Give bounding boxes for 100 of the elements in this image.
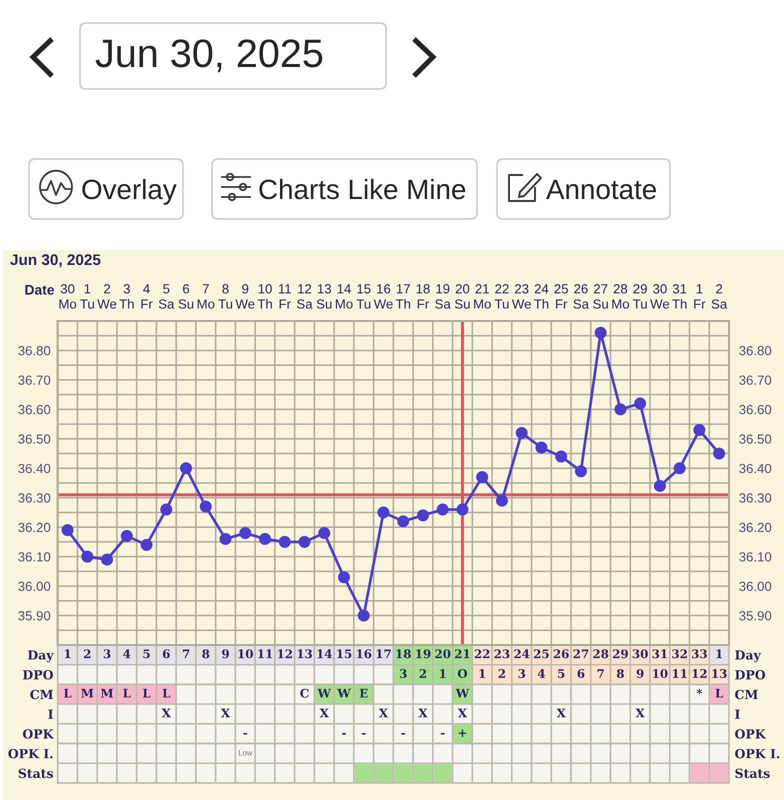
text: -: [243, 733, 248, 735]
text: 10: [653, 669, 668, 678]
x-tick-label: 19 Sa: [435, 284, 451, 309]
point: [516, 426, 528, 439]
x-tick-label: 12 Sa: [297, 284, 313, 309]
x-tick-label: 10 Th: [258, 284, 272, 309]
point: [574, 465, 587, 478]
text: 29: [612, 649, 628, 658]
text: 9: [222, 649, 229, 658]
text: Jun 30, 2025: [96, 39, 322, 72]
text: 11: [672, 669, 687, 678]
point: [180, 462, 192, 474]
text: 4: [538, 669, 546, 678]
x-tick-label: 3 Th: [119, 284, 134, 309]
text: 11: [258, 649, 272, 658]
y2-tick-label: CM: [735, 690, 758, 700]
text: 15: [337, 649, 352, 658]
text: 19: [416, 649, 430, 658]
y-tick-label: 36.50: [18, 434, 50, 444]
x-tick-label: 22 Tu: [494, 284, 509, 309]
point: [594, 326, 607, 339]
x-tick-label: 26 Sa: [573, 284, 589, 309]
x-tick-label: 23 We: [512, 284, 531, 309]
text: 2: [498, 669, 505, 678]
text: 33: [692, 649, 707, 658]
text: M: [81, 688, 94, 698]
text: 28: [593, 649, 608, 658]
x-tick-label: 28 Mo: [612, 284, 630, 309]
point: [160, 504, 172, 516]
point: [654, 480, 666, 492]
point: [239, 527, 252, 540]
y-tick-label: 36.20: [18, 522, 50, 532]
x-tick-label: 4 Fr: [141, 284, 153, 309]
text: X: [378, 708, 388, 718]
text: 6: [578, 669, 584, 678]
y-tick-label: 36.10: [18, 552, 50, 562]
point: [496, 494, 508, 507]
y2-tick-label: 36.60: [739, 404, 772, 414]
x-axis-title: Date: [25, 285, 54, 295]
x-tick-label: 30 We: [650, 284, 670, 309]
x-tick-label: 24 Th: [534, 284, 548, 309]
x-tick-label: 13 Su: [316, 284, 332, 309]
text: X: [418, 708, 428, 718]
text: X: [636, 708, 645, 718]
x-tick-label: 31 Th: [672, 284, 686, 309]
text: 22: [474, 649, 490, 658]
point: [634, 398, 646, 410]
text: +: [458, 730, 466, 737]
x-tick-label: 1 Tu: [80, 284, 94, 309]
text: E: [360, 688, 368, 698]
y2-tick-label: DPO: [735, 670, 766, 680]
text: 30: [632, 649, 648, 658]
x-tick-label: 7 Mo: [198, 284, 214, 309]
y-tick-label: DPO: [22, 670, 53, 680]
point: [81, 550, 94, 563]
text: 32: [672, 649, 687, 658]
text: 12: [278, 649, 292, 658]
y2-tick-label: OPK I.: [735, 748, 780, 758]
text: 23: [494, 649, 510, 658]
y-tick-label: 36.40: [18, 464, 50, 474]
point: [674, 462, 686, 474]
y-tick-label: 36.00: [18, 582, 50, 591]
y2-tick-label: 36.50: [739, 434, 772, 444]
point: [101, 554, 114, 566]
y2-tick-label: I: [735, 710, 740, 719]
y-tick-label: 36.30: [18, 493, 50, 503]
y2-tick-label: 36.70: [739, 375, 772, 385]
text: -: [440, 733, 445, 735]
point: [476, 471, 488, 484]
text: -: [401, 733, 406, 735]
x-tick-label: 2 We: [97, 284, 116, 309]
x-tick-label: 25 Fr: [554, 284, 568, 309]
y-tick-label: OPK: [22, 729, 54, 739]
text: M: [101, 688, 114, 698]
text: 1: [440, 669, 446, 678]
point: [140, 538, 153, 551]
x-tick-label: 2 Sa: [712, 284, 728, 309]
text: 8: [616, 669, 624, 678]
text: Annotate: [546, 180, 656, 200]
text: 7: [182, 650, 190, 658]
text: *: [696, 688, 702, 694]
text: 21: [455, 649, 470, 658]
point: [397, 515, 410, 528]
text: W: [456, 688, 470, 698]
x-tick-label: 27 Su: [593, 284, 608, 309]
point: [278, 536, 291, 548]
y-tick-label: I: [48, 710, 53, 719]
text: 2: [84, 649, 90, 658]
point: [120, 530, 133, 542]
text: 16: [356, 649, 372, 658]
x-tick-label: 11 Fr: [278, 284, 291, 309]
x-tick-label: 8 Tu: [218, 284, 232, 309]
y-tick-label: OPK I.: [8, 748, 53, 758]
y-tick-label: Stats: [18, 768, 54, 778]
y-tick-label: 35.90: [18, 611, 50, 620]
text: 13: [298, 649, 312, 658]
point: [416, 509, 429, 522]
text: X: [221, 708, 230, 718]
point: [358, 610, 370, 622]
x-tick-label: 14 Mo: [336, 284, 353, 309]
